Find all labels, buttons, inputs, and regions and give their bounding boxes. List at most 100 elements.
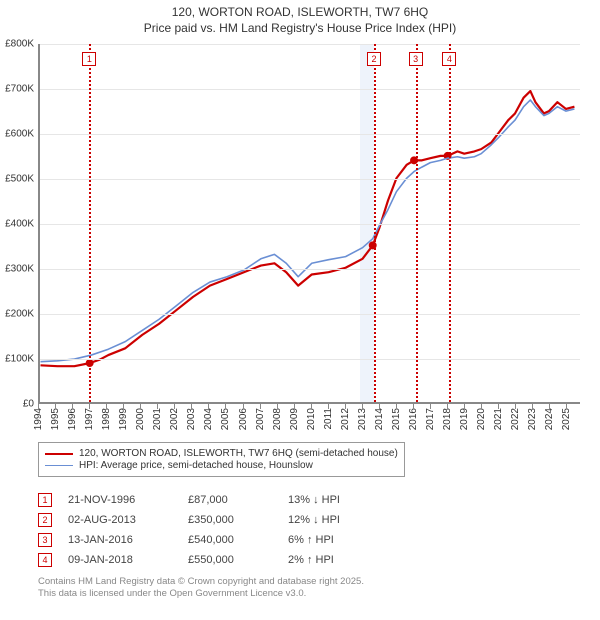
x-tick-label: 1996 (67, 408, 78, 430)
title-line-2: Price paid vs. HM Land Registry's House … (0, 20, 600, 36)
x-tick-label: 2002 (169, 408, 180, 430)
sales-marker-1: 1 (38, 493, 52, 507)
x-tick-label: 1998 (101, 408, 112, 430)
y-tick-label: £500K (0, 174, 34, 185)
event-marker-1: 1 (82, 52, 96, 66)
sales-marker-4: 4 (38, 553, 52, 567)
sales-date: 13-JAN-2016 (68, 534, 188, 546)
y-tick-label: £400K (0, 219, 34, 230)
x-tick (123, 404, 124, 409)
plot-frame: 1234 (38, 44, 580, 404)
x-tick-label: 2000 (135, 408, 146, 430)
sales-price: £87,000 (188, 494, 288, 506)
x-tick-label: 2008 (272, 408, 283, 430)
sales-row: 4 09-JAN-2018£550,0002% ↑ HPI (38, 550, 388, 570)
x-tick-label: 2022 (510, 408, 521, 430)
x-tick (55, 404, 56, 409)
sales-delta: 13% ↓ HPI (288, 494, 388, 506)
legend-label-hpi: HPI: Average price, semi-detached house,… (79, 460, 313, 471)
sales-row: 202-AUG-2013£350,00012% ↓ HPI (38, 510, 388, 530)
x-tick-label: 2006 (238, 408, 249, 430)
x-tick-label: 1994 (33, 408, 44, 430)
legend: 120, WORTON ROAD, ISLEWORTH, TW7 6HQ (se… (38, 442, 405, 477)
x-tick (430, 404, 431, 409)
y-tick-label: £800K (0, 39, 34, 50)
sales-date: 02-AUG-2013 (68, 514, 188, 526)
sales-date: 21-NOV-1996 (68, 494, 188, 506)
x-tick-label: 2012 (340, 408, 351, 430)
x-tick (174, 404, 175, 409)
y-tick-label: £600K (0, 129, 34, 140)
series-price_paid (41, 91, 575, 366)
x-tick (157, 404, 158, 409)
plot-area: 1234 £0£100K£200K£300K£400K£500K£600K£70… (38, 44, 580, 404)
x-tick (532, 404, 533, 409)
event-line-1 (89, 44, 91, 402)
x-tick-label: 2014 (374, 408, 385, 430)
x-tick (277, 404, 278, 409)
event-line-4 (449, 44, 451, 402)
sales-delta: 2% ↑ HPI (288, 554, 388, 566)
y-tick-label: £700K (0, 84, 34, 95)
x-tick-label: 2023 (527, 408, 538, 430)
gridline (40, 359, 580, 360)
sales-price: £550,000 (188, 554, 288, 566)
x-tick (566, 404, 567, 409)
footer: Contains HM Land Registry data © Crown c… (38, 576, 364, 601)
legend-row-hpi: HPI: Average price, semi-detached house,… (45, 460, 398, 471)
title-line-1: 120, WORTON ROAD, ISLEWORTH, TW7 6HQ (0, 4, 600, 20)
series-svg (40, 44, 580, 402)
x-tick-label: 2001 (152, 408, 163, 430)
x-tick-label: 2019 (459, 408, 470, 430)
x-tick-label: 2013 (357, 408, 368, 430)
x-tick-label: 2025 (561, 408, 572, 430)
gridline (40, 44, 580, 45)
x-tick (481, 404, 482, 409)
legend-swatch-price-paid (45, 453, 73, 455)
x-tick (106, 404, 107, 409)
event-line-3 (416, 44, 418, 402)
x-tick (549, 404, 550, 409)
x-tick (311, 404, 312, 409)
x-tick (72, 404, 73, 409)
sales-date: 09-JAN-2018 (68, 554, 188, 566)
x-tick-label: 2016 (408, 408, 419, 430)
x-tick-label: 2017 (425, 408, 436, 430)
gridline (40, 179, 580, 180)
x-tick (379, 404, 380, 409)
x-tick (447, 404, 448, 409)
x-tick (464, 404, 465, 409)
x-tick-label: 2005 (220, 408, 231, 430)
x-tick-label: 2011 (323, 408, 334, 430)
legend-row-price-paid: 120, WORTON ROAD, ISLEWORTH, TW7 6HQ (se… (45, 448, 398, 459)
y-tick-label: £300K (0, 264, 34, 275)
sales-delta: 6% ↑ HPI (288, 534, 388, 546)
x-tick (89, 404, 90, 409)
sales-marker-2: 2 (38, 513, 52, 527)
x-tick-label: 2003 (186, 408, 197, 430)
x-tick (396, 404, 397, 409)
x-tick (260, 404, 261, 409)
x-tick-label: 2024 (544, 408, 555, 430)
x-tick (498, 404, 499, 409)
event-marker-2: 2 (367, 52, 381, 66)
x-tick (140, 404, 141, 409)
gridline (40, 314, 580, 315)
event-line-2 (374, 44, 376, 402)
x-tick-label: 1997 (84, 408, 95, 430)
x-tick-label: 2007 (255, 408, 266, 430)
gridline (40, 134, 580, 135)
x-tick (515, 404, 516, 409)
x-tick (294, 404, 295, 409)
gridline (40, 269, 580, 270)
y-tick-label: £200K (0, 309, 34, 320)
gridline (40, 224, 580, 225)
x-tick-label: 2020 (476, 408, 487, 430)
event-marker-3: 3 (409, 52, 423, 66)
x-tick-label: 2018 (442, 408, 453, 430)
x-tick (191, 404, 192, 409)
sales-delta: 12% ↓ HPI (288, 514, 388, 526)
x-tick-label: 1999 (118, 408, 129, 430)
x-tick (208, 404, 209, 409)
x-tick (38, 404, 39, 409)
